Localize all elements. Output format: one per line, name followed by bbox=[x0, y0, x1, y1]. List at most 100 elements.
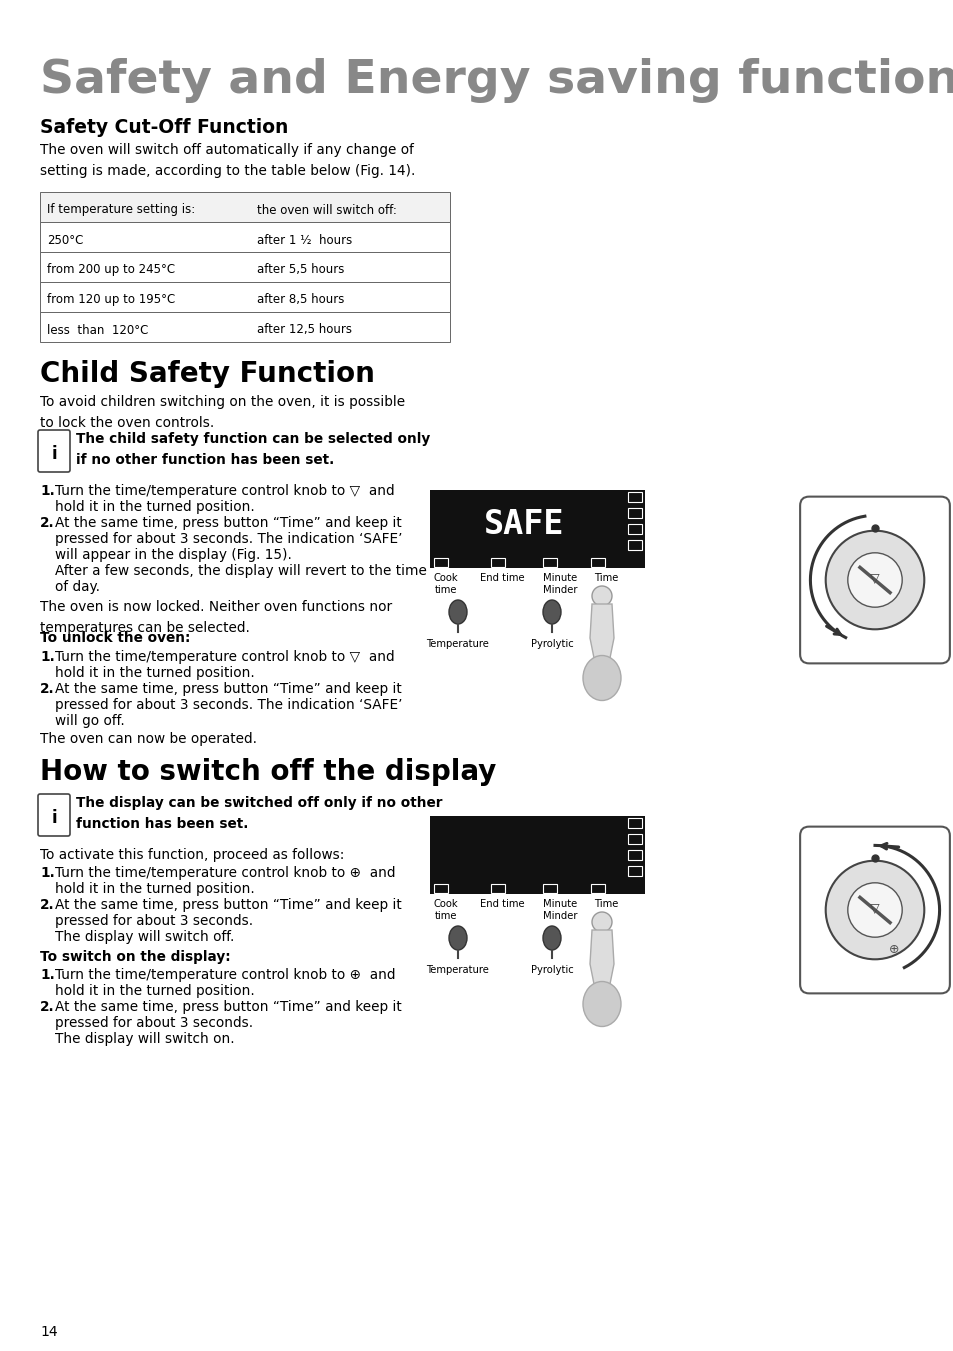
Bar bbox=[590, 884, 604, 893]
Circle shape bbox=[847, 882, 902, 938]
Text: SAFE: SAFE bbox=[484, 508, 564, 540]
Text: To avoid children switching on the oven, it is possible
to lock the oven control: To avoid children switching on the oven,… bbox=[40, 394, 405, 430]
Bar bbox=[491, 884, 504, 893]
Text: after 12,5 hours: after 12,5 hours bbox=[256, 323, 352, 336]
Text: After a few seconds, the display will revert to the time: After a few seconds, the display will re… bbox=[55, 563, 426, 578]
Text: To activate this function, proceed as follows:: To activate this function, proceed as fo… bbox=[40, 848, 344, 862]
Text: Minute
Minder: Minute Minder bbox=[542, 898, 577, 920]
Text: will go off.: will go off. bbox=[55, 713, 125, 728]
Text: The oven can now be operated.: The oven can now be operated. bbox=[40, 732, 256, 746]
Text: End time: End time bbox=[479, 898, 524, 909]
FancyBboxPatch shape bbox=[38, 794, 70, 836]
Text: To switch on the display:: To switch on the display: bbox=[40, 950, 231, 965]
Text: Turn the time/temperature control knob to ▽  and: Turn the time/temperature control knob t… bbox=[55, 484, 395, 499]
Text: hold it in the turned position.: hold it in the turned position. bbox=[55, 984, 254, 998]
Text: Time: Time bbox=[593, 573, 618, 584]
Text: Cook
time: Cook time bbox=[434, 898, 457, 920]
Bar bbox=[627, 540, 641, 550]
Text: Pyrolytic: Pyrolytic bbox=[530, 965, 573, 975]
Text: The display will switch off.: The display will switch off. bbox=[55, 929, 234, 944]
Text: The display will switch on.: The display will switch on. bbox=[55, 1032, 234, 1046]
Text: ▽: ▽ bbox=[869, 571, 879, 585]
FancyBboxPatch shape bbox=[800, 497, 949, 663]
Bar bbox=[491, 558, 504, 567]
Text: from 120 up to 195°C: from 120 up to 195°C bbox=[47, 293, 175, 307]
Text: pressed for about 3 seconds.: pressed for about 3 seconds. bbox=[55, 1016, 253, 1029]
FancyBboxPatch shape bbox=[800, 827, 949, 993]
Bar bbox=[40, 312, 450, 342]
Bar bbox=[627, 817, 641, 828]
Circle shape bbox=[592, 912, 612, 932]
Text: after 1 ½  hours: after 1 ½ hours bbox=[256, 234, 352, 246]
Text: Turn the time/temperature control knob to ▽  and: Turn the time/temperature control knob t… bbox=[55, 650, 395, 663]
Circle shape bbox=[592, 586, 612, 607]
Ellipse shape bbox=[582, 655, 620, 701]
Text: At the same time, press button “Time” and keep it: At the same time, press button “Time” an… bbox=[55, 682, 401, 696]
Text: ⊕: ⊕ bbox=[887, 943, 898, 957]
Text: hold it in the turned position.: hold it in the turned position. bbox=[55, 666, 254, 680]
Ellipse shape bbox=[542, 925, 560, 950]
Text: less  than  120°C: less than 120°C bbox=[47, 323, 149, 336]
Bar bbox=[590, 558, 604, 567]
Text: Temperature: Temperature bbox=[426, 965, 489, 975]
Text: Safety Cut-Off Function: Safety Cut-Off Function bbox=[40, 118, 288, 136]
Bar bbox=[40, 282, 450, 312]
Bar bbox=[40, 192, 450, 222]
Text: hold it in the turned position.: hold it in the turned position. bbox=[55, 500, 254, 513]
Ellipse shape bbox=[449, 925, 467, 950]
Text: the oven will switch off:: the oven will switch off: bbox=[256, 204, 396, 216]
Ellipse shape bbox=[542, 600, 560, 624]
Text: hold it in the turned position.: hold it in the turned position. bbox=[55, 882, 254, 896]
Text: Pyrolytic: Pyrolytic bbox=[530, 639, 573, 648]
Circle shape bbox=[847, 553, 902, 607]
Text: 2.: 2. bbox=[40, 1000, 54, 1015]
Bar bbox=[627, 508, 641, 517]
Polygon shape bbox=[589, 929, 614, 984]
Text: 1.: 1. bbox=[40, 484, 54, 499]
Text: At the same time, press button “Time” and keep it: At the same time, press button “Time” an… bbox=[55, 898, 401, 912]
Text: will appear in the display (Fig. 15).: will appear in the display (Fig. 15). bbox=[55, 549, 292, 562]
Text: To unlock the oven:: To unlock the oven: bbox=[40, 631, 191, 644]
Text: pressed for about 3 seconds. The indication ‘SAFE’: pressed for about 3 seconds. The indicat… bbox=[55, 698, 402, 712]
Bar bbox=[430, 490, 644, 567]
Text: pressed for about 3 seconds.: pressed for about 3 seconds. bbox=[55, 915, 253, 928]
Text: End time: End time bbox=[479, 573, 524, 584]
Text: 14: 14 bbox=[40, 1325, 57, 1339]
Ellipse shape bbox=[582, 981, 620, 1027]
Text: Child Safety Function: Child Safety Function bbox=[40, 359, 375, 388]
Text: Turn the time/temperature control knob to ⊕  and: Turn the time/temperature control knob t… bbox=[55, 866, 395, 880]
Text: Safety and Energy saving functions: Safety and Energy saving functions bbox=[40, 58, 953, 103]
Polygon shape bbox=[589, 604, 614, 658]
Circle shape bbox=[825, 861, 923, 959]
Bar bbox=[40, 253, 450, 282]
Text: 250°C: 250°C bbox=[47, 234, 83, 246]
Text: How to switch off the display: How to switch off the display bbox=[40, 758, 496, 786]
Text: i: i bbox=[51, 809, 57, 827]
Circle shape bbox=[825, 531, 923, 630]
Bar bbox=[542, 558, 557, 567]
Text: Temperature: Temperature bbox=[426, 639, 489, 648]
Bar bbox=[627, 524, 641, 534]
Text: If temperature setting is:: If temperature setting is: bbox=[47, 204, 195, 216]
Bar bbox=[627, 866, 641, 875]
Text: 2.: 2. bbox=[40, 682, 54, 696]
Text: from 200 up to 245°C: from 200 up to 245°C bbox=[47, 263, 175, 277]
Text: The display can be switched off only if no other
function has been set.: The display can be switched off only if … bbox=[76, 796, 442, 831]
Bar bbox=[434, 558, 448, 567]
Text: of day.: of day. bbox=[55, 580, 100, 594]
Text: 1.: 1. bbox=[40, 650, 54, 663]
Text: 2.: 2. bbox=[40, 898, 54, 912]
Text: Cook
time: Cook time bbox=[434, 573, 457, 594]
Bar bbox=[40, 222, 450, 253]
Text: after 8,5 hours: after 8,5 hours bbox=[256, 293, 344, 307]
Bar bbox=[627, 850, 641, 861]
FancyBboxPatch shape bbox=[38, 430, 70, 471]
Text: Minute
Minder: Minute Minder bbox=[542, 573, 577, 594]
Text: after 5,5 hours: after 5,5 hours bbox=[256, 263, 344, 277]
Text: ▽: ▽ bbox=[869, 901, 879, 915]
Text: 1.: 1. bbox=[40, 866, 54, 880]
Bar bbox=[627, 492, 641, 503]
Text: The oven is now locked. Neither oven functions nor
temperatures can be selected.: The oven is now locked. Neither oven fun… bbox=[40, 600, 392, 635]
Text: pressed for about 3 seconds. The indication ‘SAFE’: pressed for about 3 seconds. The indicat… bbox=[55, 532, 402, 546]
Bar bbox=[627, 834, 641, 844]
